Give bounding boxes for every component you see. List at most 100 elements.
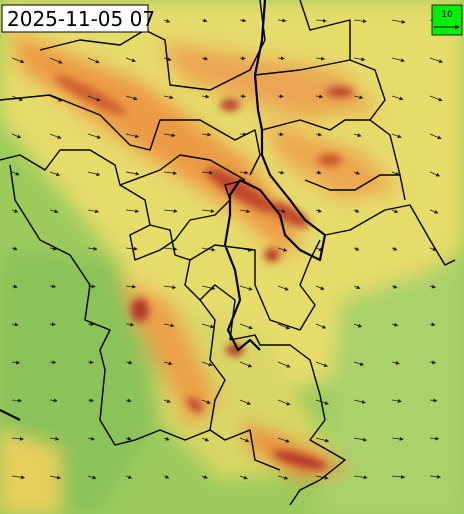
wind-arrow	[277, 361, 291, 368]
wind-arrow	[11, 209, 19, 213]
wind-arrow	[87, 322, 95, 327]
wind-arrow	[277, 247, 288, 252]
wind-arrow	[49, 436, 60, 441]
wind-arrow	[239, 399, 252, 405]
wind-arrow	[239, 18, 247, 23]
wind-arrow	[11, 398, 23, 403]
wind-arrow	[49, 360, 57, 365]
wind-arrow	[201, 209, 215, 214]
wind-arrow	[353, 133, 362, 138]
wind-arrow	[201, 323, 215, 329]
wind-arrow	[429, 209, 439, 214]
wind-arrow	[87, 360, 94, 365]
wind-arrow	[163, 361, 173, 366]
wind-arrow	[11, 436, 24, 441]
wind-arrow	[315, 132, 323, 137]
wind-arrow	[391, 246, 398, 251]
wind-arrow	[49, 95, 63, 102]
wind-arrow	[353, 323, 363, 328]
wind-arrow	[163, 474, 170, 479]
wind-arrow	[87, 475, 97, 480]
wind-arrow	[11, 57, 25, 64]
wind-arrow	[239, 475, 248, 480]
wind-arrow	[429, 360, 437, 365]
wind-arrow	[391, 133, 402, 139]
wind-arrow	[353, 57, 366, 62]
wind-arrow	[163, 171, 178, 176]
wind-arrow	[125, 171, 140, 176]
wind-arrow	[429, 474, 442, 479]
wind-arrow	[391, 399, 402, 403]
wind-arrow	[315, 56, 326, 61]
wind-arrow	[391, 436, 404, 441]
wind-arrow	[49, 322, 56, 327]
wind-arrow	[315, 170, 322, 175]
wind-arrow	[87, 171, 101, 177]
wind-arrow	[11, 171, 20, 176]
wind-arrow	[125, 398, 132, 403]
wind-arrow	[125, 284, 137, 289]
wind-arrow	[163, 18, 171, 23]
wind-arrow	[391, 284, 398, 289]
wind-arrow	[239, 437, 250, 443]
wind-arrow	[49, 171, 61, 177]
wind-arrow	[201, 361, 213, 367]
wind-arrow	[87, 209, 100, 214]
wind-arrow	[125, 95, 138, 101]
wind-arrow	[11, 133, 22, 139]
wind-arrow	[429, 284, 436, 289]
wind-arrow	[429, 436, 440, 441]
wind-arrow	[239, 285, 253, 291]
wind-arrow	[353, 170, 361, 175]
wind-arrow	[49, 398, 58, 403]
wind-arrow	[163, 323, 175, 328]
wind-arrow	[391, 95, 404, 101]
wind-arrow	[201, 475, 208, 479]
wind-arrow	[11, 360, 21, 365]
wind-arrow	[353, 19, 367, 24]
wind-arrow	[163, 399, 171, 403]
wind-arrow	[49, 475, 62, 480]
wind-arrow	[11, 475, 26, 480]
wind-arrow	[125, 475, 133, 479]
wind-arrow	[353, 208, 360, 213]
wind-arrow	[391, 209, 399, 213]
wind-arrow	[163, 133, 176, 138]
wind-arrow	[201, 56, 209, 61]
wind-arrow	[11, 284, 18, 289]
wind-arrow	[87, 133, 102, 139]
wind-arrow	[49, 284, 57, 289]
wind-arrow	[125, 57, 136, 63]
wind-arrow	[125, 209, 140, 214]
wind-arrow	[277, 56, 285, 61]
wind-arrow	[163, 436, 170, 441]
wind-arrow	[239, 323, 253, 330]
wind-arrow	[353, 285, 361, 290]
wind-arrow	[125, 246, 138, 251]
wind-arrow	[429, 322, 436, 327]
wind-arrow	[277, 94, 284, 99]
wind-arrow	[391, 360, 400, 365]
wind-arrow	[391, 57, 405, 63]
borders	[0, 0, 456, 506]
wind-arrow	[201, 399, 211, 404]
wind-arrow	[49, 133, 62, 139]
wind-arrow	[87, 246, 98, 251]
wind-arrow	[277, 209, 286, 213]
wind-arrow	[315, 94, 324, 99]
wind-arrow	[429, 57, 444, 63]
wind-arrow	[239, 170, 249, 175]
wind-arrow	[353, 399, 366, 404]
wind-arrow	[201, 18, 208, 23]
wind-arrow	[353, 475, 368, 480]
wind-arrow	[87, 436, 95, 441]
wind-arrow	[125, 133, 140, 139]
wind-arrow	[277, 437, 290, 443]
wind-arrow	[315, 208, 322, 213]
wind-arrow	[49, 209, 59, 214]
wind-arrow	[201, 94, 210, 99]
wind-arrow	[87, 57, 100, 64]
wind-arrow	[49, 57, 63, 64]
wind-arrow	[315, 323, 327, 329]
wind-arrow	[277, 170, 285, 175]
